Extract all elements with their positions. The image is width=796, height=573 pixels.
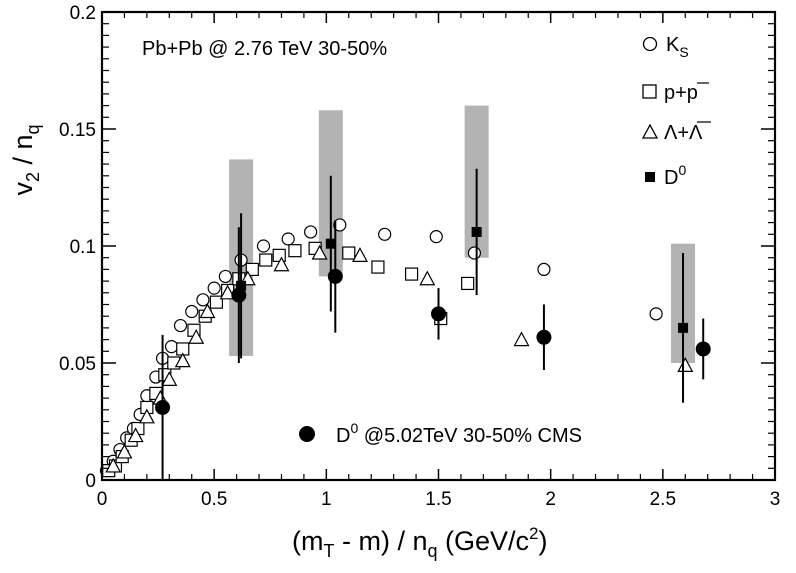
lambda-point <box>311 244 328 260</box>
legend-label-ks: KS <box>666 34 689 60</box>
lambda-point <box>419 270 436 286</box>
legend-label-d0-cms-rest: @5.02TeV 30-50% CMS <box>358 425 582 447</box>
d0-cms-point <box>231 287 247 303</box>
y-tick-label: 0.05 <box>59 354 96 375</box>
ks-point <box>378 227 392 241</box>
ks-point <box>218 269 232 284</box>
legend: KS p+p Λ+Λ D0 D0 @5.02TeV 30-50% CMS <box>299 34 711 447</box>
y-axis-label: v2 / nq <box>8 124 43 195</box>
p-pbar-point <box>209 295 224 309</box>
lambda-point <box>127 427 144 443</box>
legend-label-lambda: Λ+Λ <box>664 122 703 144</box>
systematic-boxes <box>229 105 696 363</box>
p-pbar-point <box>404 267 419 281</box>
d0-point <box>471 226 482 237</box>
x-axis-label-sub-q: q <box>427 541 437 561</box>
p-pbar-point <box>371 260 385 274</box>
lambda-point <box>105 457 122 473</box>
x-tick-label: 0 <box>97 489 108 510</box>
x-axis-label: (mT - m) / nq (GeV/c2) <box>292 524 548 561</box>
p-pbar-point <box>288 244 302 258</box>
d0-cms-point <box>695 341 711 357</box>
legend-marker-filled-circle <box>299 426 315 442</box>
ks-point <box>281 232 295 246</box>
legend-label-d0-cms-sup: 0 <box>350 420 358 436</box>
ks-point <box>164 340 179 354</box>
legend-label-d0-cms: D0 @5.02TeV 30-50% CMS <box>336 420 582 447</box>
lambda-point <box>174 352 191 368</box>
ks-point <box>185 304 199 319</box>
d0-point <box>236 280 247 291</box>
ks-point <box>256 239 271 253</box>
axis-ticks: 0 0.5 1 1.5 2 2.5 3 0 0.05 0.1 0.15 0.2 <box>59 3 780 510</box>
x-axis-label-mid: - m) / n <box>334 526 427 556</box>
x-axis-label-unit: (GeV/c <box>438 526 530 556</box>
chart-annotation: Pb+Pb @ 2.76 TeV 30-50% <box>142 38 387 60</box>
legend-label-d0-sup: 0 <box>678 162 686 178</box>
legend-label-ks-sub: S <box>679 44 688 60</box>
legend-entry-ks: KS <box>642 34 689 60</box>
d0-cms-point <box>536 329 552 345</box>
d0-cms-point <box>327 268 343 284</box>
legend-marker-filled-square <box>645 172 655 182</box>
ks-point <box>196 293 210 307</box>
d0-point <box>678 322 689 333</box>
y-axis-label-sub-2: 2 <box>23 172 43 182</box>
x-tick-label: 3 <box>770 489 781 510</box>
y-tick-label: 0.15 <box>59 120 96 141</box>
x-axis-label-sub-T: T <box>323 541 334 561</box>
lambda-point <box>513 331 530 347</box>
x-tick-label: 2 <box>545 489 556 510</box>
p-pbar-point <box>272 248 286 262</box>
y-tick-label: 0.2 <box>70 3 96 24</box>
p-pbar-point <box>461 276 475 291</box>
p-pbar-point <box>245 262 259 276</box>
legend-entry-d0: D0 <box>645 162 686 189</box>
legend-label-d0: D0 <box>664 162 686 189</box>
y-axis-label-sub-q: q <box>23 124 43 134</box>
x-axis-label-sup-2: 2 <box>529 524 538 543</box>
ks-point <box>333 218 347 232</box>
d0-cms-point <box>431 306 446 322</box>
ks-point <box>304 225 318 239</box>
legend-marker-open-square <box>642 84 657 99</box>
legend-entry-lambda: Λ+Λ <box>641 121 711 144</box>
y-axis-label-slash: / n <box>8 134 38 172</box>
legend-marker-open-triangle <box>641 123 659 139</box>
lambda-point <box>219 284 236 300</box>
ks-point <box>537 262 551 276</box>
x-tick-label: 1.5 <box>425 489 451 510</box>
lambda-point <box>116 443 133 459</box>
lambda-point <box>273 256 290 272</box>
ks-point <box>173 318 188 333</box>
ks-point <box>429 230 443 244</box>
lambda-point <box>138 408 155 424</box>
ks-point <box>467 246 481 260</box>
lambda-point <box>351 247 368 262</box>
legend-entry-d0-cms: D0 @5.02TeV 30-50% CMS <box>299 420 582 447</box>
x-tick-label: 0.5 <box>201 489 227 510</box>
lambda-point <box>161 371 178 386</box>
lambda-point <box>188 328 205 344</box>
y-tick-label: 0 <box>85 471 96 492</box>
lambda-point <box>199 303 216 319</box>
legend-label-p-pbar: p+p <box>664 82 698 104</box>
d0-cms-point <box>155 399 171 415</box>
x-tick-label: 2.5 <box>650 489 676 510</box>
ks-point <box>649 307 663 321</box>
x-tick-label: 1 <box>321 489 332 510</box>
d0-point <box>325 238 336 249</box>
ks-point <box>207 281 221 295</box>
p-pbar-point <box>342 246 356 260</box>
p-pbar-point <box>259 253 273 267</box>
data-points <box>99 168 711 480</box>
lambda-point <box>677 357 694 372</box>
legend-entry-p-pbar: p+p <box>642 82 709 104</box>
x-axis-label-close: ) <box>539 526 548 556</box>
y-tick-label: 0.1 <box>70 237 96 258</box>
legend-marker-open-circle <box>642 36 658 52</box>
